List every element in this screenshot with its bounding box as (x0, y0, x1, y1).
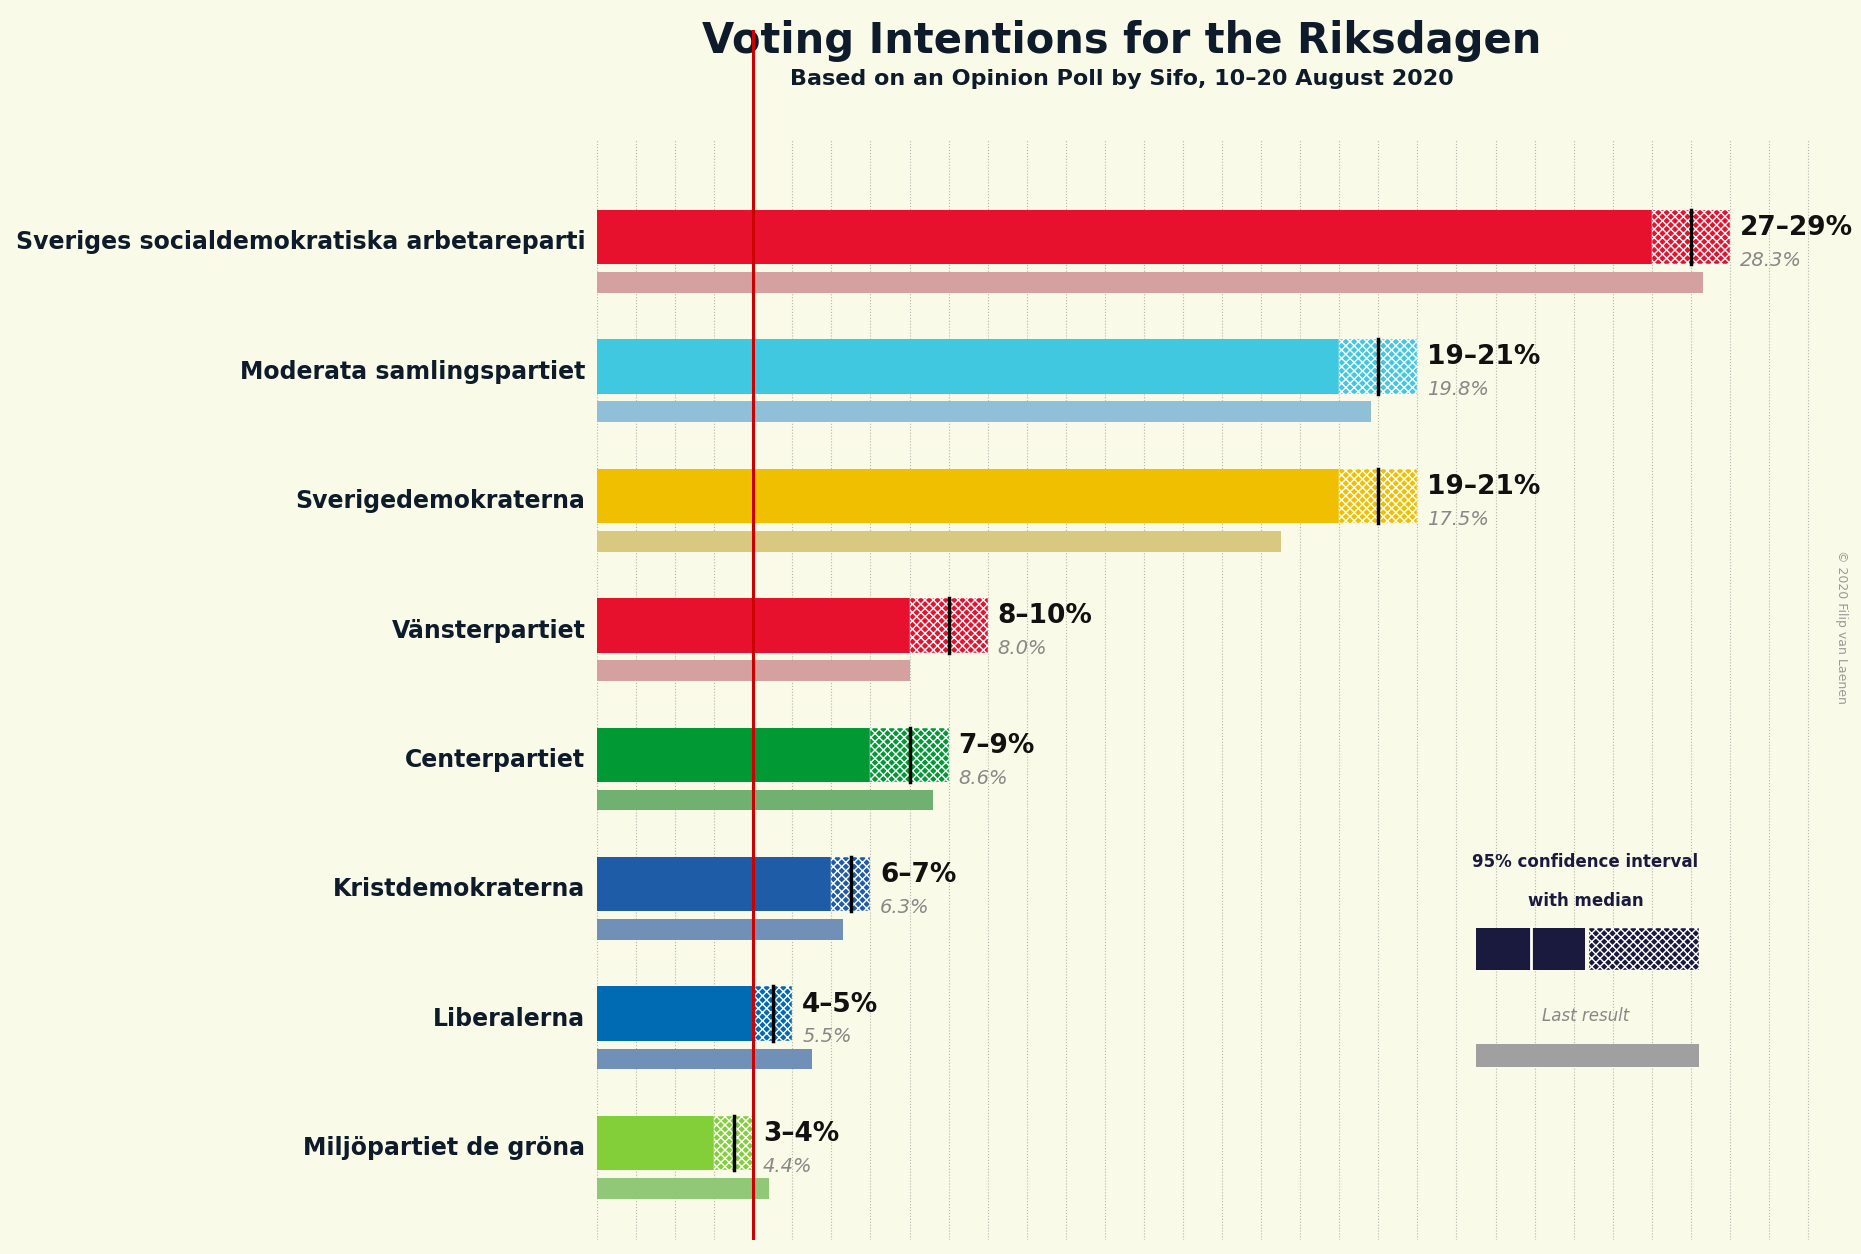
Bar (597, 272, 1703, 292)
Text: Miljöpartiet de gröna: Miljöpartiet de gröna (303, 1136, 586, 1160)
Bar (1340, 340, 1418, 394)
Bar (754, 987, 793, 1041)
Text: 4–5%: 4–5% (802, 992, 878, 1017)
Bar (597, 209, 1653, 265)
Bar (597, 1048, 811, 1070)
Bar (597, 340, 1340, 394)
Bar (597, 598, 910, 652)
Text: Liberalerna: Liberalerna (434, 1007, 586, 1031)
Bar (597, 401, 1370, 423)
Bar (1340, 469, 1418, 523)
Text: Centerpartiet: Centerpartiet (406, 747, 586, 772)
Text: 3–4%: 3–4% (763, 1121, 839, 1147)
Text: 6.3%: 6.3% (880, 898, 930, 917)
Text: 6–7%: 6–7% (880, 863, 957, 888)
Text: 28.3%: 28.3% (1740, 251, 1801, 270)
Bar (1476, 1043, 1699, 1067)
Text: 27–29%: 27–29% (1740, 216, 1854, 241)
Text: with median: with median (1528, 892, 1643, 910)
Text: © 2020 Filip van Laenen: © 2020 Filip van Laenen (1835, 551, 1848, 703)
Bar (597, 1178, 769, 1199)
Bar (597, 790, 932, 810)
Bar (910, 598, 988, 652)
Bar (1653, 209, 1731, 265)
Text: Moderata samlingspartiet: Moderata samlingspartiet (240, 360, 586, 384)
Text: Vänsterpartiet: Vänsterpartiet (391, 618, 586, 642)
Text: Sverigedemokraterna: Sverigedemokraterna (296, 489, 586, 513)
Bar (715, 1116, 754, 1170)
Bar (871, 727, 949, 782)
Text: 8.0%: 8.0% (997, 640, 1048, 658)
Bar (597, 1116, 715, 1170)
Text: 19–21%: 19–21% (1427, 345, 1541, 370)
Text: 8.6%: 8.6% (958, 769, 1009, 788)
Text: Voting Intentions for the Riksdagen: Voting Intentions for the Riksdagen (702, 20, 1541, 63)
Text: 19.8%: 19.8% (1427, 380, 1489, 399)
Bar (597, 919, 843, 939)
Text: 4.4%: 4.4% (763, 1157, 813, 1176)
Text: 17.5%: 17.5% (1427, 510, 1489, 529)
Text: 7–9%: 7–9% (958, 732, 1035, 759)
Bar (597, 856, 832, 912)
Text: Based on an Opinion Poll by Sifo, 10–20 August 2020: Based on an Opinion Poll by Sifo, 10–20 … (791, 69, 1453, 89)
Bar (1476, 928, 1586, 969)
Text: Last result: Last result (1541, 1007, 1628, 1026)
Bar (597, 469, 1340, 523)
Bar (832, 856, 871, 912)
Bar (597, 661, 910, 681)
Text: Sveriges socialdemokratiska arbetareparti: Sveriges socialdemokratiska arbetarepart… (15, 231, 586, 255)
Bar (597, 987, 754, 1041)
Text: 19–21%: 19–21% (1427, 474, 1541, 500)
Text: 95% confidence interval: 95% confidence interval (1472, 853, 1699, 872)
Bar (1589, 928, 1699, 969)
Bar (597, 727, 871, 782)
Text: 5.5%: 5.5% (802, 1027, 852, 1046)
Bar (597, 530, 1280, 552)
Text: Kristdemokraterna: Kristdemokraterna (333, 878, 586, 902)
Text: 8–10%: 8–10% (997, 603, 1092, 630)
